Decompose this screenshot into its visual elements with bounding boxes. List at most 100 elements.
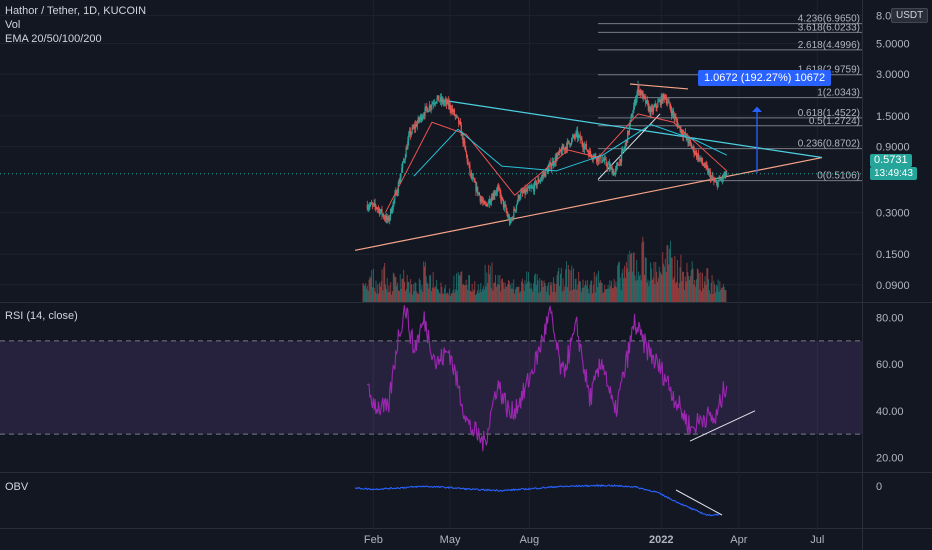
price-candle <box>513 209 515 219</box>
price-candle <box>508 217 510 218</box>
volume-bar <box>652 277 654 302</box>
volume-bar <box>364 285 366 302</box>
price-candle <box>664 95 666 99</box>
price-candle <box>577 130 579 139</box>
price-candle <box>412 127 414 129</box>
volume-bar <box>706 268 708 302</box>
volume-bar <box>434 286 436 302</box>
volume-bar <box>615 281 617 302</box>
price-candle <box>675 117 677 119</box>
volume-bar <box>469 274 471 302</box>
price-candle <box>379 211 381 214</box>
volume-bar <box>666 245 668 302</box>
price-candle <box>676 118 678 123</box>
volume-bar <box>402 278 404 302</box>
volume-bar <box>599 279 601 302</box>
price-candle <box>489 202 492 204</box>
volume-bar <box>365 288 367 302</box>
price-candle <box>570 144 572 146</box>
vol-label[interactable]: Vol <box>5 19 21 31</box>
rsi-axis-tick: 60.00 <box>876 359 904 371</box>
price-candle <box>617 163 619 166</box>
price-candle <box>631 116 633 118</box>
volume-bar <box>406 274 408 302</box>
volume-bar <box>463 285 465 302</box>
volume-bar <box>702 272 704 302</box>
volume-bar <box>508 279 510 302</box>
symbol-title[interactable]: Hathor / Tether, 1D, KUCOIN <box>5 5 147 17</box>
price-candle <box>391 209 393 213</box>
volume-bar <box>483 289 485 302</box>
price-candle <box>497 186 499 188</box>
volume-bar <box>607 285 609 302</box>
volume-bar <box>707 268 709 302</box>
volume-bar <box>689 279 691 302</box>
price-candle <box>477 186 479 195</box>
volume-bar <box>577 284 579 302</box>
price-candle <box>432 103 434 105</box>
price-candle <box>566 141 568 150</box>
volume-bar <box>502 282 504 302</box>
volume-bar <box>409 292 411 302</box>
volume-bar <box>655 261 657 302</box>
ema-label[interactable]: EMA 20/50/100/200 <box>5 33 102 45</box>
volume-bar <box>597 287 599 302</box>
price-candle <box>421 115 423 121</box>
price-candle <box>516 201 518 205</box>
volume-bar <box>503 288 505 302</box>
volume-bar <box>555 284 557 302</box>
volume-bar <box>686 262 688 302</box>
volume-bar <box>430 291 432 302</box>
volume-bar <box>498 284 500 302</box>
price-candle <box>653 106 655 108</box>
volume-bar <box>488 264 490 302</box>
price-candle <box>530 187 532 189</box>
top-trendline <box>629 83 689 90</box>
volume-bar <box>618 261 620 302</box>
time-axis-tick: Jul <box>810 534 824 546</box>
price-candle <box>563 147 565 150</box>
obv-label[interactable]: OBV <box>5 481 29 493</box>
volume-bar <box>417 293 419 302</box>
price-candle <box>423 115 425 117</box>
price-candle <box>583 147 585 149</box>
volume-bar <box>723 286 725 302</box>
price-candle <box>452 108 454 112</box>
volume-bar <box>430 275 432 302</box>
currency-badge[interactable]: USDT <box>891 8 929 23</box>
price-candle <box>646 100 649 103</box>
price-candle <box>634 100 637 104</box>
price-candle <box>568 140 570 144</box>
price-candle <box>502 197 504 200</box>
price-candle <box>721 179 723 180</box>
price-candle <box>639 90 642 95</box>
volume-bar <box>618 262 620 302</box>
volume-bar <box>487 283 489 302</box>
volume-bar <box>456 273 458 302</box>
volume-bar <box>534 273 536 302</box>
volume-bar <box>368 279 370 302</box>
price-candle <box>719 178 721 180</box>
price-candle <box>652 107 655 112</box>
price-candle <box>553 163 555 165</box>
price-axis-tick: 0.9000 <box>876 142 910 154</box>
rsi-label[interactable]: RSI (14, close) <box>5 310 78 322</box>
price-candle <box>562 145 564 150</box>
volume-bar <box>389 291 391 302</box>
price-candle <box>449 102 451 110</box>
volume-bar <box>460 271 462 302</box>
price-candle <box>480 199 482 202</box>
volume-bar <box>372 268 374 302</box>
volume-bar <box>627 254 629 302</box>
volume-bar <box>531 288 533 302</box>
volume-bar <box>421 284 423 302</box>
volume-bar <box>431 287 433 302</box>
price-candle <box>709 172 712 180</box>
volume-bar <box>676 281 678 302</box>
volume-bar <box>650 262 652 302</box>
volume-bar <box>601 282 603 302</box>
volume-bar <box>516 286 518 302</box>
price-candle <box>532 187 534 188</box>
price-candle <box>409 130 412 136</box>
